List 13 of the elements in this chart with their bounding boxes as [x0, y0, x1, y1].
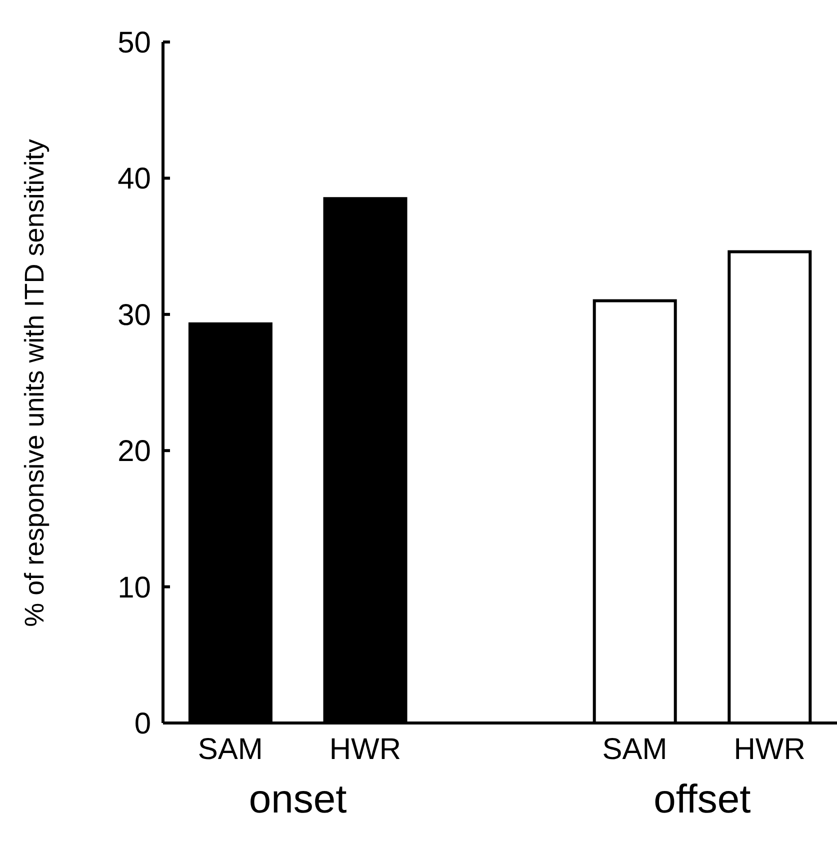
- x-tick-label: SAM: [198, 733, 263, 766]
- y-tick-label: 20: [118, 435, 151, 468]
- x-tick-label: SAM: [602, 733, 668, 766]
- y-axis-title: % of responsive units with ITD sensitivity: [20, 138, 50, 626]
- y-tick-label: 0: [134, 708, 151, 740]
- x-tick-label: HWR: [734, 733, 806, 766]
- x-tick-label: HWR: [329, 733, 402, 766]
- y-tick-label: 40: [118, 162, 151, 196]
- y-tick-label: 10: [118, 571, 151, 604]
- text: offset: [654, 778, 751, 822]
- text: onset: [248, 778, 347, 822]
- y-tick-label: 30: [118, 298, 151, 332]
- y-tick-label: 50: [118, 26, 151, 60]
